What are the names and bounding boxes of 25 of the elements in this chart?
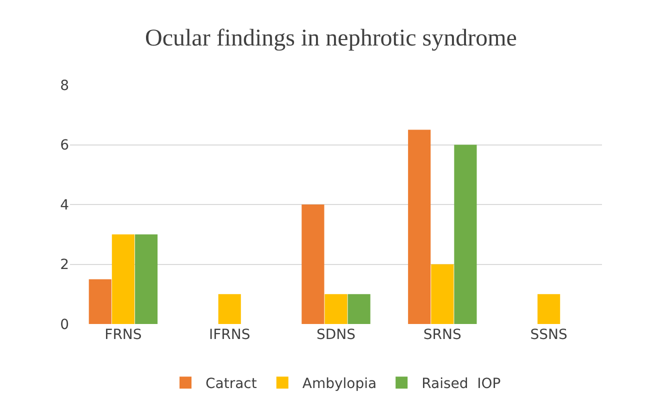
bar bbox=[348, 294, 370, 324]
bar bbox=[218, 294, 241, 324]
x-tick-label: FRNS bbox=[104, 327, 142, 343]
bar bbox=[324, 294, 348, 324]
bar bbox=[431, 264, 454, 324]
legend-label: Catract bbox=[206, 376, 258, 392]
bar bbox=[88, 279, 112, 324]
legend-label: Ambylopia bbox=[302, 376, 377, 392]
y-tick-label: 0 bbox=[60, 316, 69, 333]
bar bbox=[302, 204, 324, 324]
x-tick-label: SRNS bbox=[423, 327, 462, 343]
x-tick-label: SSNS bbox=[530, 327, 568, 343]
bar bbox=[538, 294, 560, 324]
bar bbox=[408, 130, 431, 324]
y-tick-label: 4 bbox=[60, 197, 70, 214]
y-tick-label: 8 bbox=[60, 78, 69, 94]
x-tick-label: IFRNS bbox=[208, 327, 250, 343]
y-tick-label: 6 bbox=[60, 138, 70, 154]
x-tick-label: SDNS bbox=[316, 327, 356, 343]
chart-title: Ocular findings in nephrotic syndrome bbox=[145, 26, 517, 52]
bar bbox=[454, 144, 477, 324]
legend-label: Raised IOP bbox=[422, 376, 501, 392]
bar bbox=[112, 234, 134, 324]
y-tick-label: 2 bbox=[60, 257, 69, 274]
bar bbox=[134, 234, 158, 324]
